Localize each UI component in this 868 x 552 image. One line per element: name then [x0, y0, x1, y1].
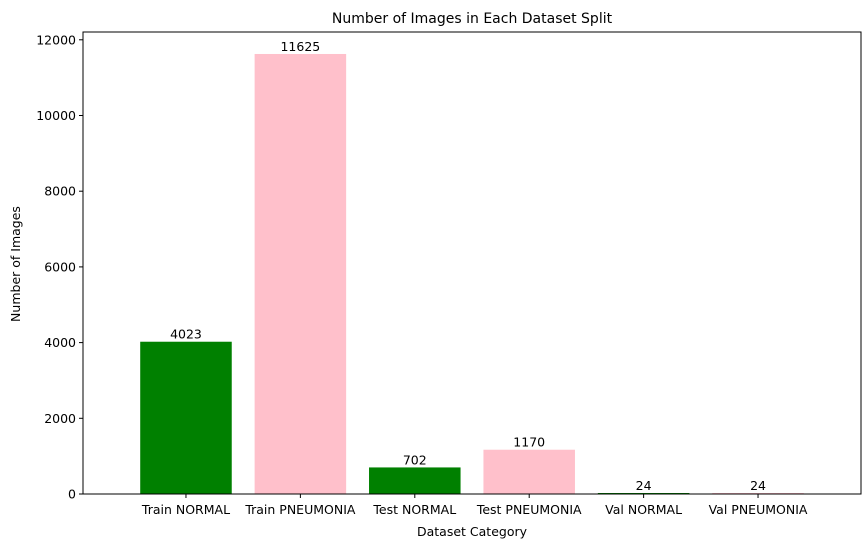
plot-area: 4023 Train NORMAL 11625 Train PNEUMONIA 702 T… [36, 31, 862, 517]
y-tick-label-3: 6000 [44, 259, 76, 274]
chart-title: Number of Images in Each Dataset Split [332, 11, 613, 27]
data-label-2: 702 [403, 452, 427, 467]
y-tick-label-2: 4000 [44, 335, 76, 350]
y-tick-label-4: 8000 [44, 184, 76, 199]
x-tick-label-3: Test PNEUMONIA [476, 502, 582, 517]
x-axis-label: Dataset Category [417, 524, 528, 539]
y-tick-label-5: 10000 [36, 108, 76, 123]
data-label-5: 24 [750, 478, 766, 493]
x-tick-label-4: Val NORMAL [605, 502, 682, 517]
data-label-1: 11625 [280, 39, 320, 54]
x-tick-label-5: Val PNEUMONIA [709, 502, 808, 517]
y-axis-label: Number of Images [8, 206, 23, 322]
data-label-4: 24 [636, 478, 652, 493]
bar-1 [254, 53, 347, 495]
x-tick-label-2: Test NORMAL [372, 502, 456, 517]
bar-2 [369, 467, 461, 494]
y-tick-label-6: 12000 [36, 32, 76, 47]
data-label-3: 1170 [513, 435, 545, 450]
x-tick-label-0: Train NORMAL [141, 502, 230, 517]
plot-frame [82, 31, 862, 495]
bar-0 [140, 341, 232, 494]
bar-3 [483, 449, 575, 494]
y-tick-label-0: 0 [68, 487, 76, 502]
data-label-0: 4023 [170, 327, 202, 342]
y-tick-label-1: 2000 [44, 411, 76, 426]
x-tick-label-1: Train PNEUMONIA [244, 502, 356, 517]
